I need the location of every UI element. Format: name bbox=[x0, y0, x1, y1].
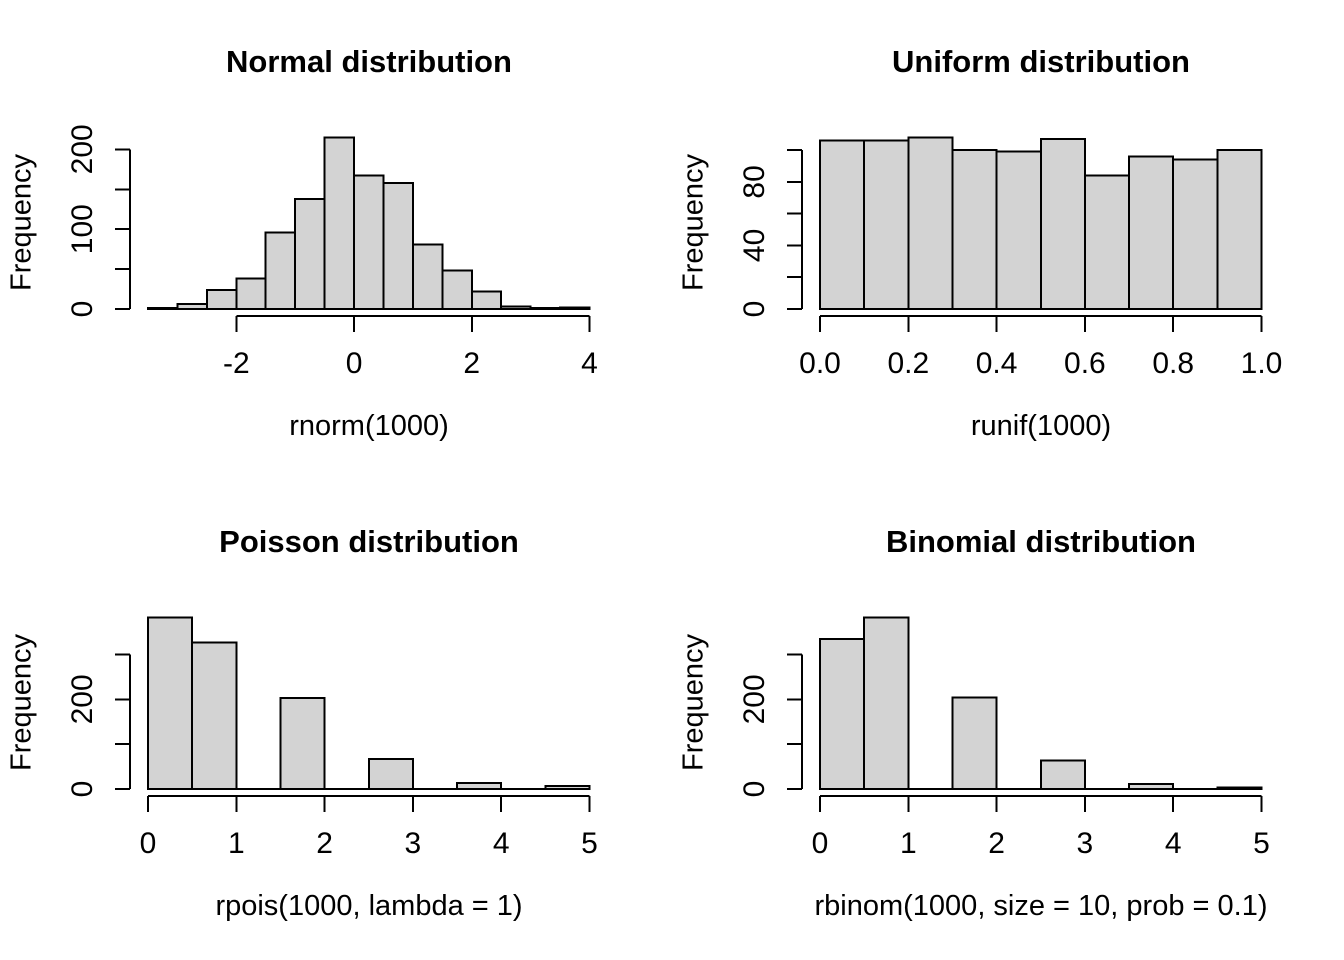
y-tick-label: 0 bbox=[738, 781, 771, 798]
histogram-bar bbox=[1083, 174, 1131, 310]
x-tick-label: 4 bbox=[1165, 827, 1182, 860]
y-axis-title: Frequency bbox=[5, 154, 38, 292]
panel-binomial-distribution: 0 1 2 3 4 5 0 200 Binomial distribution Frequen… bbox=[672, 480, 1344, 960]
y-tick-label: 100 bbox=[66, 204, 99, 254]
histogram-bar bbox=[1216, 786, 1263, 791]
histogram-bar bbox=[544, 784, 591, 790]
x-tick-label: 0.6 bbox=[1064, 347, 1106, 380]
histogram-bar bbox=[819, 637, 866, 790]
x-tick-label: 0 bbox=[812, 827, 829, 860]
x-tick-label: 0.4 bbox=[976, 347, 1018, 380]
x-axis-title: rnorm(1000) bbox=[289, 410, 449, 442]
y-axis-title: Frequency bbox=[677, 634, 710, 772]
y-tick-label: 0 bbox=[66, 781, 99, 798]
y-tick-label: 0 bbox=[738, 301, 771, 318]
histogram-bar bbox=[500, 305, 532, 310]
histogram-plot-uniform: 0.0 0.2 0.4 0.6 0.8 1.0 0 40 80 bbox=[738, 136, 1283, 380]
chart-title: Normal distribution bbox=[226, 44, 512, 79]
histogram-bar bbox=[353, 174, 385, 310]
y-tick-label: 0 bbox=[66, 301, 99, 318]
histogram-bar bbox=[951, 149, 998, 310]
histogram-bar bbox=[441, 269, 473, 310]
histogram-bar bbox=[323, 136, 356, 310]
y-tick-label: 200 bbox=[66, 124, 99, 174]
histogram-bar bbox=[819, 139, 866, 310]
x-tick-label: 3 bbox=[1077, 827, 1094, 860]
histogram-bar bbox=[1128, 783, 1175, 791]
histogram-bar bbox=[147, 616, 194, 790]
histogram-bar bbox=[907, 136, 954, 310]
histogram-bar bbox=[205, 288, 238, 310]
histogram-bar bbox=[1216, 149, 1263, 310]
y-tick-label: 200 bbox=[738, 674, 771, 724]
x-axis-title: runif(1000) bbox=[970, 410, 1112, 442]
x-tick-label: 0.8 bbox=[1152, 347, 1194, 380]
histogram-bar bbox=[176, 303, 208, 310]
x-axis-title: rpois(1000, lambda = 1) bbox=[215, 890, 523, 922]
histogram-bar bbox=[529, 307, 562, 311]
histogram-bar bbox=[1039, 759, 1086, 791]
histogram-bar bbox=[456, 782, 503, 791]
histogram-bar bbox=[382, 181, 414, 310]
x-tick-label: 5 bbox=[581, 827, 598, 860]
x-tick-label: 3 bbox=[405, 827, 422, 860]
x-tick-label: -2 bbox=[223, 347, 250, 380]
x-tick-label: 1 bbox=[228, 827, 245, 860]
histogram-bar bbox=[235, 277, 267, 311]
chart-title: Uniform distribution bbox=[892, 44, 1190, 79]
histogram-bar bbox=[951, 696, 998, 790]
x-tick-label: 0.0 bbox=[799, 347, 841, 380]
histogram-bar bbox=[995, 150, 1042, 310]
y-axis-title: Frequency bbox=[677, 154, 710, 292]
histogram-plot-poisson: 0 1 2 3 4 5 0 200 bbox=[66, 616, 598, 860]
histogram-bar bbox=[147, 307, 179, 311]
x-tick-label: 4 bbox=[581, 347, 598, 380]
panel-poisson-distribution: 0 1 2 3 4 5 0 200 Poisson distribution Frequenc… bbox=[0, 480, 672, 960]
x-tick-label: 2 bbox=[316, 827, 333, 860]
panel-uniform-distribution: 0.0 0.2 0.4 0.6 0.8 1.0 0 40 80 Uniform distribu… bbox=[672, 0, 1344, 480]
histogram-bar bbox=[264, 231, 297, 310]
histogram-bar bbox=[1039, 137, 1086, 310]
y-tick-label: 40 bbox=[738, 229, 771, 262]
histogram-bar bbox=[1128, 155, 1175, 310]
histogram-bar bbox=[470, 290, 503, 311]
x-tick-label: 1.0 bbox=[1241, 347, 1283, 380]
x-tick-label: 0 bbox=[346, 347, 363, 380]
histogram-bar bbox=[1172, 158, 1219, 310]
x-tick-label: 2 bbox=[988, 827, 1005, 860]
histogram-bar bbox=[191, 641, 238, 790]
histogram-plot-binomial: 0 1 2 3 4 5 0 200 bbox=[738, 616, 1270, 860]
x-axis-title: rbinom(1000, size = 10, prob = 0.1) bbox=[814, 890, 1268, 922]
y-tick-label: 80 bbox=[738, 165, 771, 198]
histogram-bar bbox=[294, 197, 326, 310]
x-tick-label: 5 bbox=[1253, 827, 1270, 860]
chart-title: Binomial distribution bbox=[886, 524, 1196, 559]
histogram-bar bbox=[863, 139, 910, 310]
x-tick-label: 2 bbox=[463, 347, 480, 380]
histogram-bar bbox=[367, 757, 414, 791]
histogram-bar bbox=[411, 243, 444, 310]
histogram-bar bbox=[863, 616, 910, 790]
x-tick-label: 1 bbox=[900, 827, 917, 860]
x-tick-label: 0 bbox=[140, 827, 157, 860]
chart-title: Poisson distribution bbox=[219, 524, 519, 559]
panel-normal-distribution: -2 0 2 4 0 100 200 Normal distribution Frequen… bbox=[0, 0, 672, 480]
x-tick-label: 0.2 bbox=[887, 347, 929, 380]
x-tick-label: 4 bbox=[493, 827, 510, 860]
y-axis-title: Frequency bbox=[5, 634, 38, 772]
y-tick-label: 200 bbox=[66, 674, 99, 724]
histogram-bar bbox=[279, 697, 326, 790]
histogram-plot-normal: -2 0 2 4 0 100 200 bbox=[66, 124, 598, 380]
histogram-bar bbox=[559, 306, 591, 310]
